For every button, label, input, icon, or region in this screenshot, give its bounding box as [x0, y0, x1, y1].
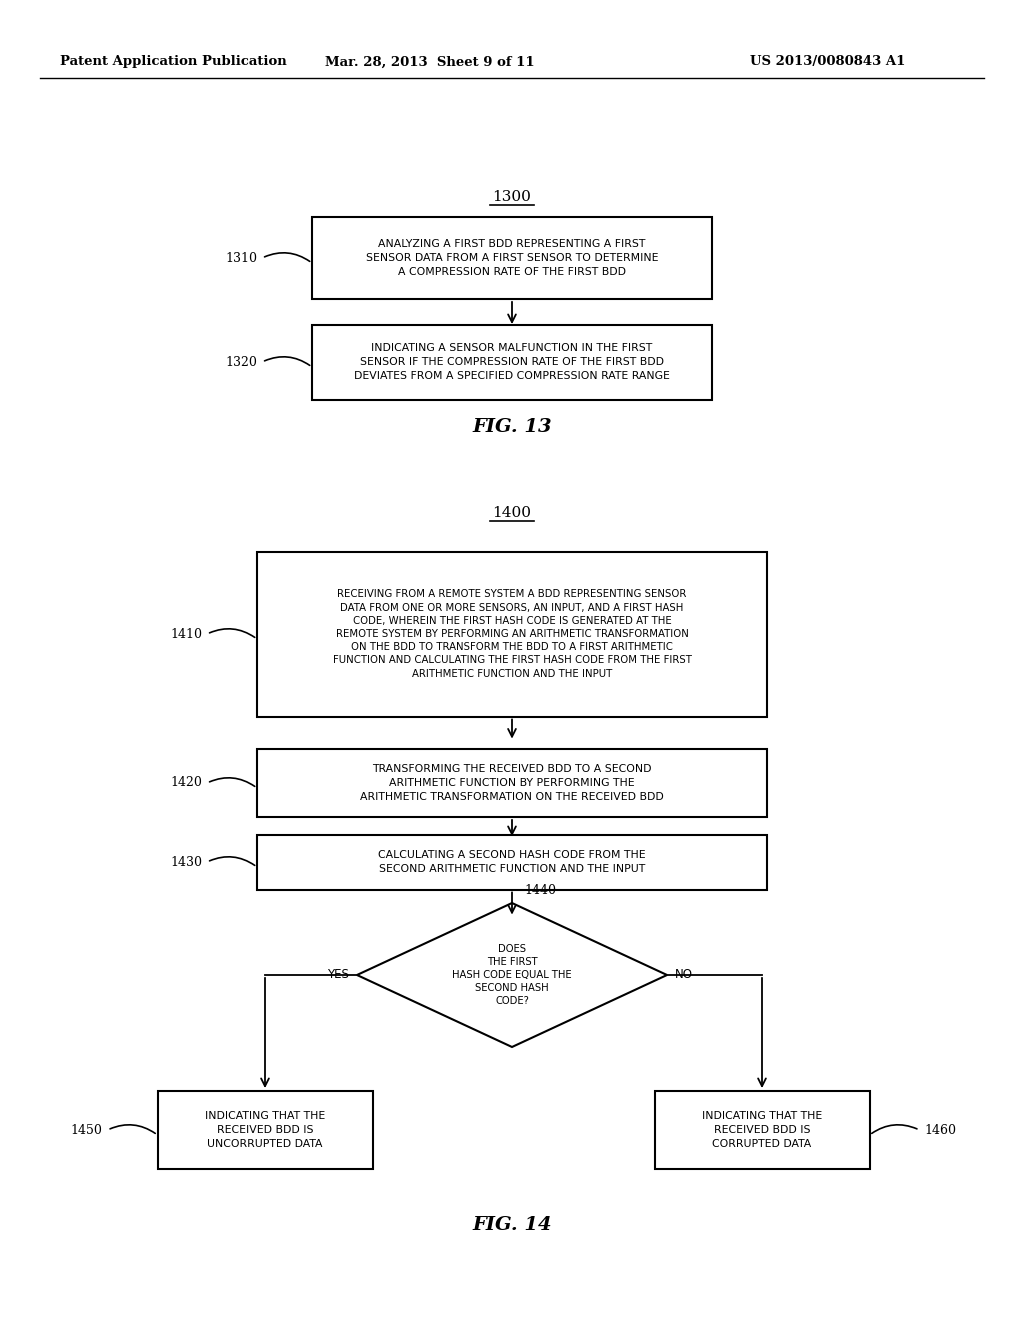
Text: FIG. 14: FIG. 14 — [472, 1216, 552, 1234]
Text: 1300: 1300 — [493, 190, 531, 205]
Polygon shape — [357, 903, 667, 1047]
Text: 1420: 1420 — [170, 776, 202, 789]
Text: 1460: 1460 — [925, 1123, 956, 1137]
FancyBboxPatch shape — [312, 216, 712, 300]
FancyBboxPatch shape — [158, 1092, 373, 1170]
FancyBboxPatch shape — [312, 325, 712, 400]
Text: NO: NO — [675, 969, 693, 982]
FancyBboxPatch shape — [257, 834, 767, 890]
Text: 1440: 1440 — [524, 884, 556, 898]
Text: FIG. 13: FIG. 13 — [472, 418, 552, 436]
Text: 1400: 1400 — [493, 506, 531, 520]
Text: 1410: 1410 — [170, 627, 202, 640]
FancyBboxPatch shape — [257, 552, 767, 717]
Text: DOES
THE FIRST
HASH CODE EQUAL THE
SECOND HASH
CODE?: DOES THE FIRST HASH CODE EQUAL THE SECON… — [453, 944, 571, 1006]
Text: 1450: 1450 — [71, 1123, 102, 1137]
Text: YES: YES — [327, 969, 349, 982]
Text: 1310: 1310 — [225, 252, 257, 264]
Text: 1320: 1320 — [225, 355, 257, 368]
Text: INDICATING A SENSOR MALFUNCTION IN THE FIRST
SENSOR IF THE COMPRESSION RATE OF T: INDICATING A SENSOR MALFUNCTION IN THE F… — [354, 343, 670, 381]
Text: RECEIVING FROM A REMOTE SYSTEM A BDD REPRESENTING SENSOR
DATA FROM ONE OR MORE S: RECEIVING FROM A REMOTE SYSTEM A BDD REP… — [333, 590, 691, 678]
Text: INDICATING THAT THE
RECEIVED BDD IS
CORRUPTED DATA: INDICATING THAT THE RECEIVED BDD IS CORR… — [701, 1111, 822, 1148]
Text: INDICATING THAT THE
RECEIVED BDD IS
UNCORRUPTED DATA: INDICATING THAT THE RECEIVED BDD IS UNCO… — [205, 1111, 326, 1148]
Text: 1430: 1430 — [170, 855, 202, 869]
Text: US 2013/0080843 A1: US 2013/0080843 A1 — [750, 55, 905, 69]
Text: TRANSFORMING THE RECEIVED BDD TO A SECOND
ARITHMETIC FUNCTION BY PERFORMING THE
: TRANSFORMING THE RECEIVED BDD TO A SECON… — [360, 764, 664, 803]
FancyBboxPatch shape — [257, 748, 767, 817]
Text: CALCULATING A SECOND HASH CODE FROM THE
SECOND ARITHMETIC FUNCTION AND THE INPUT: CALCULATING A SECOND HASH CODE FROM THE … — [378, 850, 646, 874]
FancyBboxPatch shape — [654, 1092, 869, 1170]
Text: Patent Application Publication: Patent Application Publication — [60, 55, 287, 69]
Text: Mar. 28, 2013  Sheet 9 of 11: Mar. 28, 2013 Sheet 9 of 11 — [326, 55, 535, 69]
Text: ANALYZING A FIRST BDD REPRESENTING A FIRST
SENSOR DATA FROM A FIRST SENSOR TO DE: ANALYZING A FIRST BDD REPRESENTING A FIR… — [366, 239, 658, 277]
